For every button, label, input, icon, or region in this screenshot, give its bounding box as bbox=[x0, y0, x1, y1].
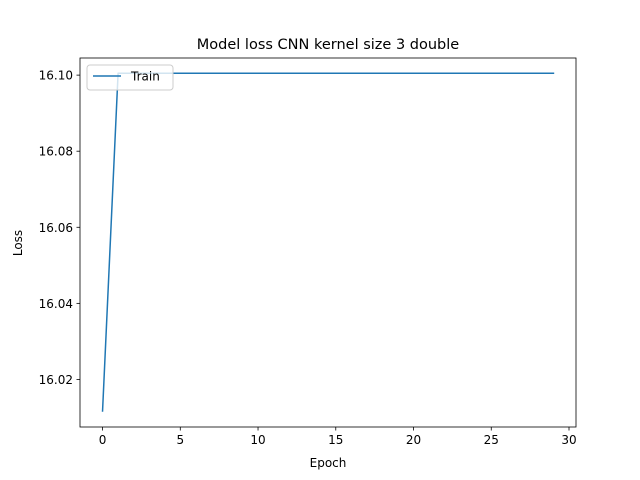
axes-frame bbox=[79, 57, 577, 428]
x-tick-label: 10 bbox=[250, 433, 265, 447]
series-layer bbox=[101, 72, 555, 412]
y-tick-label: 16.10 bbox=[39, 69, 73, 83]
legend: Train bbox=[86, 64, 174, 91]
axes-background bbox=[80, 58, 576, 427]
y-tick-label: 16.02 bbox=[39, 373, 73, 387]
x-axis: 0 5 10 15 20 25 30 bbox=[99, 427, 577, 447]
legend-box bbox=[86, 64, 174, 91]
y-axis: 16.02 16.04 16.06 16.08 16.10 bbox=[39, 69, 80, 387]
plot-area bbox=[80, 58, 576, 427]
y-tick-label: 16.06 bbox=[39, 221, 73, 235]
y-tick-label: 16.08 bbox=[39, 145, 73, 159]
x-axis-label: Epoch bbox=[310, 456, 347, 470]
chart-title: Model loss CNN kernel size 3 double bbox=[197, 37, 460, 53]
series-line-train bbox=[101, 72, 555, 412]
x-tick-label: 25 bbox=[484, 433, 499, 447]
x-tick-label: 5 bbox=[176, 433, 184, 447]
x-tick-label: 30 bbox=[561, 433, 576, 447]
y-axis-label: Loss bbox=[11, 230, 25, 256]
y-tick-label: 16.04 bbox=[39, 297, 73, 311]
legend-label-train: Train bbox=[130, 70, 160, 84]
x-tick-label: 0 bbox=[99, 433, 107, 447]
x-tick-label: 20 bbox=[406, 433, 421, 447]
x-tick-label: 15 bbox=[328, 433, 343, 447]
